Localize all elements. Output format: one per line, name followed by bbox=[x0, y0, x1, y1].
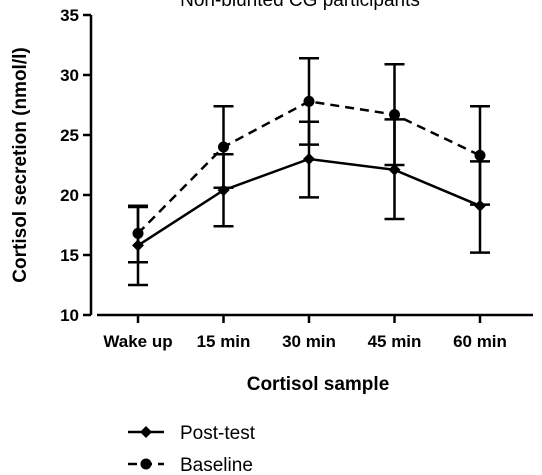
y-tick-label: 15 bbox=[60, 246, 79, 265]
y-tick-label: 30 bbox=[60, 66, 79, 85]
axes: 10 15 20 25 30 35 Wake up 15 min 30 min 45 min 60 … bbox=[60, 6, 533, 351]
y-tick-label: 20 bbox=[60, 186, 79, 205]
chart-title-group: Non-blunted CG participants bbox=[180, 0, 420, 11]
series-post-test bbox=[128, 118, 490, 287]
data-point bbox=[389, 109, 400, 121]
data-point bbox=[388, 163, 401, 176]
x-tick-label: 15 min bbox=[197, 332, 251, 351]
legend-label: Baseline bbox=[180, 455, 253, 475]
data-point bbox=[132, 227, 144, 239]
y-tick-label: 35 bbox=[60, 6, 79, 25]
y-tick-label: 25 bbox=[60, 126, 79, 145]
series-layer bbox=[128, 56, 490, 287]
chart-title: Non-blunted CG participants bbox=[180, 0, 420, 11]
x-tick-label: Wake up bbox=[103, 332, 172, 351]
data-point bbox=[218, 141, 229, 153]
legend-item: Baseline bbox=[128, 455, 253, 475]
data-point bbox=[303, 95, 315, 107]
legend-item: Post-test bbox=[128, 423, 256, 444]
series-baseline bbox=[128, 56, 490, 264]
legend-marker bbox=[140, 458, 152, 470]
data-point bbox=[474, 149, 486, 161]
y-axis-title: Cortisol secretion (nmol/l) bbox=[10, 47, 31, 282]
x-tick-label: 30 min bbox=[282, 332, 336, 351]
y-tick-label: 10 bbox=[60, 306, 79, 325]
data-point bbox=[303, 153, 315, 165]
legend: Post-test Baseline bbox=[128, 423, 256, 475]
x-tick-label: 45 min bbox=[368, 332, 422, 351]
x-tick-label: 60 min bbox=[453, 332, 507, 351]
x-axis-title: Cortisol sample bbox=[247, 374, 390, 395]
legend-marker bbox=[140, 426, 152, 438]
legend-label: Post-test bbox=[180, 423, 256, 444]
